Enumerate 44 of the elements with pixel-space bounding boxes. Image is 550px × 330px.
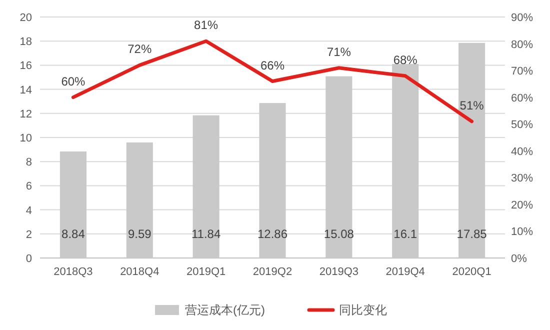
y-tick-label: 14	[20, 84, 32, 96]
legend-label: 营运成本(亿元)	[185, 303, 265, 317]
legend-label: 同比变化	[339, 303, 387, 317]
y-tick-label: 0	[26, 253, 32, 265]
x-tick-label: 2019Q3	[319, 266, 359, 278]
y-tick-label: 18	[20, 36, 32, 48]
data-label: 72%	[128, 42, 152, 56]
x-tick-label: 2019Q1	[186, 266, 226, 278]
y-tick-label: 12	[20, 108, 32, 120]
y-tick-label: 6	[26, 180, 32, 193]
x-tick-label: 2019Q2	[252, 266, 292, 278]
data-label: 8.84	[62, 227, 86, 241]
data-label: 15.08	[324, 227, 354, 241]
y-tick-label: 8	[26, 156, 32, 169]
y2-tick-label: 80%	[511, 38, 534, 51]
x-tick-label: 2018Q4	[120, 266, 160, 278]
data-label: 9.59	[128, 227, 152, 241]
data-label: 60%	[61, 74, 86, 88]
y-tick-label: 2	[26, 228, 32, 241]
data-label: 51%	[460, 98, 484, 112]
y2-tick-label: 50%	[511, 119, 534, 132]
data-label: 68%	[393, 52, 418, 67]
data-label: 81%	[194, 18, 218, 32]
data-label: 12.86	[257, 227, 288, 241]
x-tick-label: 2018Q3	[54, 266, 93, 278]
y-tick-label: 10	[20, 132, 32, 144]
data-label: 66%	[260, 58, 285, 72]
y2-tick-label: 10%	[511, 226, 534, 238]
data-label: 11.84	[192, 227, 221, 241]
data-label: 17.85	[456, 227, 488, 241]
y-tick-label: 4	[26, 204, 32, 217]
data-label: 71%	[326, 44, 352, 59]
y-tick-label: 20	[20, 12, 32, 24]
y2-tick-label: 60%	[511, 92, 534, 104]
y2-tick-label: 30%	[511, 172, 534, 185]
y2-tick-label: 40%	[511, 146, 534, 158]
y-tick-label: 16	[20, 60, 32, 72]
y2-tick-label: 70%	[511, 66, 534, 78]
y2-tick-label: 90%	[511, 12, 534, 24]
y2-tick-label: 20%	[511, 199, 534, 212]
y2-tick-label: 0%	[511, 253, 528, 265]
data-label: 16.1	[394, 227, 418, 241]
x-tick-label: 2019Q4	[386, 266, 425, 278]
x-tick-label: 2020Q1	[452, 266, 492, 278]
